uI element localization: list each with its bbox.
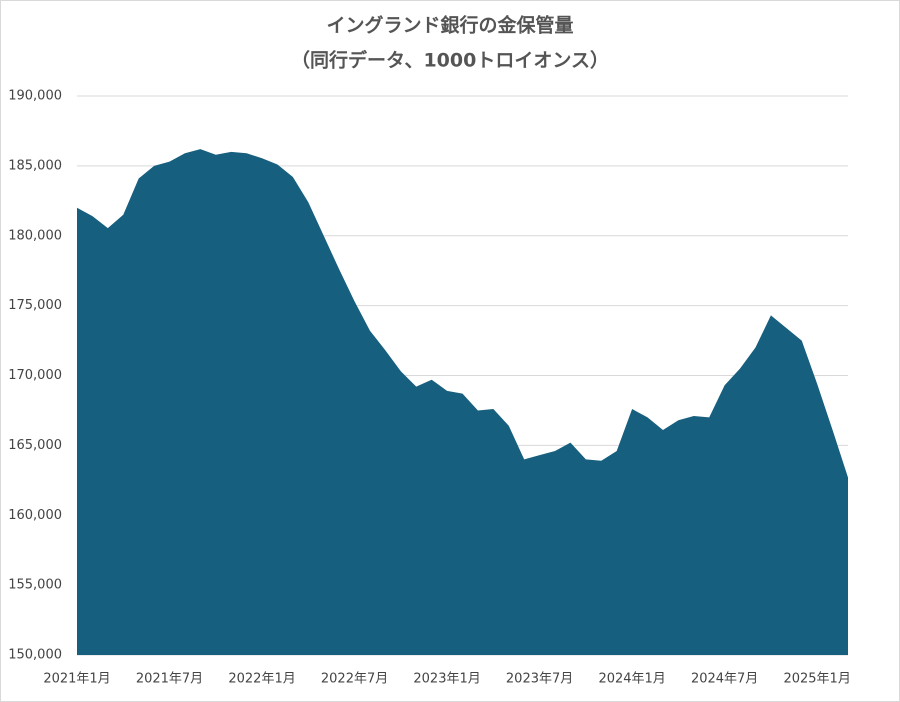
x-tick-label: 2021年1月 <box>43 672 110 687</box>
x-tick-label: 2023年1月 <box>413 672 480 687</box>
y-tick-label: 180,000 <box>8 228 62 243</box>
x-tick-label: 2023年7月 <box>506 672 573 687</box>
y-tick-label: 160,000 <box>8 508 62 523</box>
y-tick-label: 190,000 <box>8 89 62 104</box>
area <box>77 149 848 656</box>
chart-title: イングランド銀行の金保管量 <box>326 14 573 37</box>
chart-subtitle: （同行データ、1000トロイオンス） <box>291 49 609 72</box>
y-tick-label: 170,000 <box>8 368 62 383</box>
x-tick-label: 2021年7月 <box>136 672 203 687</box>
x-tick-label: 2022年1月 <box>228 672 295 687</box>
y-tick-label: 150,000 <box>8 648 62 663</box>
x-tick-label: 2022年7月 <box>321 672 388 687</box>
x-tick-label: 2025年1月 <box>783 672 850 687</box>
y-tick-label: 175,000 <box>8 298 62 313</box>
x-tick-label: 2024年7月 <box>691 672 758 687</box>
y-tick-label: 185,000 <box>8 158 62 173</box>
y-tick-label: 165,000 <box>8 438 62 453</box>
x-tick-label: 2024年1月 <box>598 672 665 687</box>
y-tick-label: 155,000 <box>8 578 62 593</box>
